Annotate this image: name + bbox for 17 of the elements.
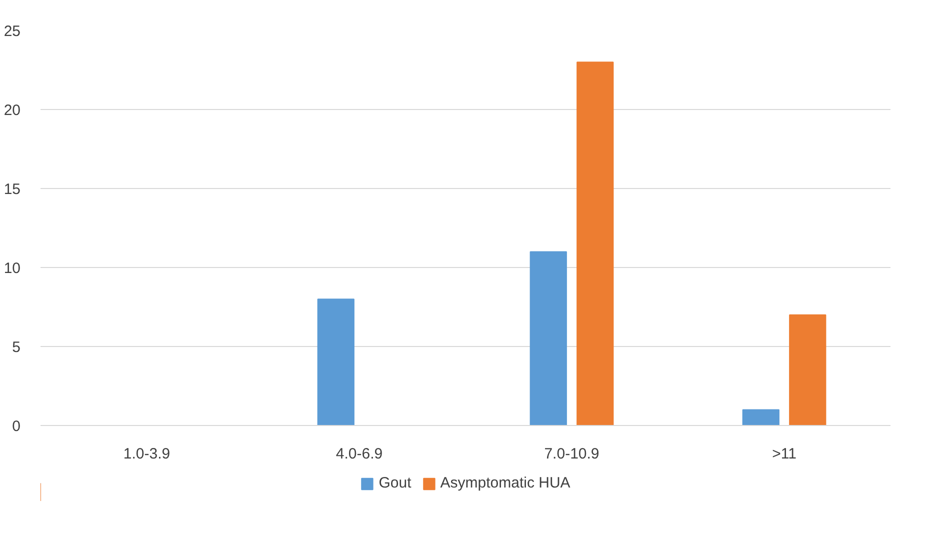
legend-label: Gout xyxy=(378,474,412,492)
bar xyxy=(576,62,614,426)
x-tick-label: 1.0-3.9 xyxy=(123,446,170,462)
x-tick-label: 7.0-10.9 xyxy=(544,446,600,462)
y-tick-label: 10 xyxy=(4,260,21,277)
y-tick-label: 20 xyxy=(4,102,21,119)
bar xyxy=(317,298,354,426)
bar xyxy=(530,251,567,426)
y-tick-label: 5 xyxy=(12,339,20,356)
y-tick-label: 15 xyxy=(4,181,21,198)
x-tick-label: 4.0-6.9 xyxy=(336,446,383,462)
legend-label: Asymptomatic HUA xyxy=(440,474,570,492)
y-tick-label: 25 xyxy=(4,23,21,40)
x-tick-label: >11 xyxy=(772,446,796,462)
bar xyxy=(789,314,826,426)
bar xyxy=(742,409,780,426)
y-tick-label: 0 xyxy=(12,418,20,435)
